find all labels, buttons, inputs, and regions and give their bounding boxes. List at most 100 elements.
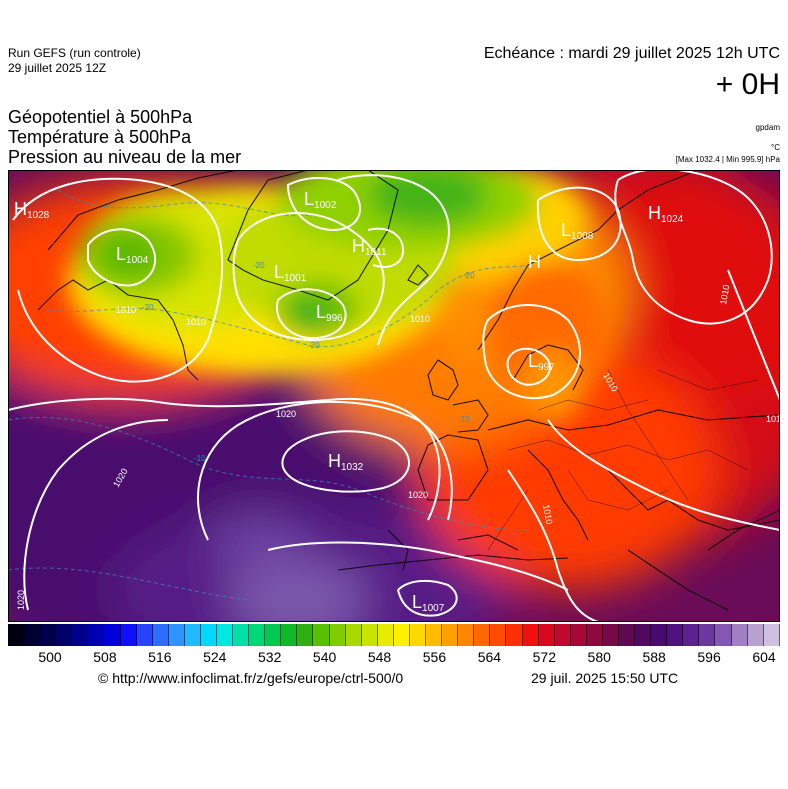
pressure-range: [Max 1032.4 | Min 995.9] hPa — [675, 155, 780, 164]
colorbar-cell — [329, 624, 346, 646]
colorbar-cell — [152, 624, 169, 646]
colorbar-cell — [345, 624, 362, 646]
colorbar-cell — [426, 624, 443, 646]
colorbar-cell — [715, 624, 732, 646]
colorbar-cell — [88, 624, 105, 646]
pressure-center: L1001 — [274, 262, 307, 284]
colorbar-tick-label: 508 — [93, 649, 117, 665]
colorbar-cell — [120, 624, 137, 646]
colorbar-cell — [474, 624, 491, 646]
colorbar-cell — [602, 624, 619, 646]
pressure-center: H1011 — [352, 236, 387, 258]
colorbar-tick-label: 500 — [38, 649, 62, 665]
map-svg: 1010 1010 1010 1010 1010 1010 1020 1020 … — [8, 170, 780, 622]
colorbar-cell — [233, 624, 250, 646]
colorbar-cell — [265, 624, 282, 646]
isobar-label: 1020 — [408, 490, 428, 500]
isobar-label: 1010 — [541, 504, 554, 525]
colorbar-cell — [635, 624, 652, 646]
borders — [487, 369, 759, 551]
colorbar-cell — [618, 624, 636, 646]
pressure-center: L1002 — [304, 189, 337, 211]
temperature-label: -10 — [458, 415, 470, 424]
source-credit: © http://www.infoclimat.fr/z/gefs/europe… — [98, 670, 404, 686]
pressure-center: L1007 — [412, 592, 445, 614]
pressure-center: L997 — [528, 351, 555, 373]
forecast-valid-time: Echéance : mardi 29 juillet 2025 12h UTC — [483, 45, 780, 62]
colorbar-tick-label: 580 — [587, 649, 611, 665]
colorbar-cell — [393, 624, 410, 646]
pressure-center: L996 — [316, 302, 343, 324]
colorbar-tick-label: 524 — [203, 649, 227, 665]
colorbar-cell — [200, 624, 218, 646]
colorbar-cell — [249, 624, 266, 646]
colorbar-cell — [377, 624, 394, 646]
layer-title-temperature: Température à 500hPa — [8, 127, 192, 147]
colorbar-cell — [136, 624, 153, 646]
temperature-labels: -20 -20 -20 -20 -10 -10 — [142, 261, 475, 463]
colorbar-cell — [72, 624, 89, 646]
colorbar-tick-label: 516 — [148, 649, 172, 665]
colorbar-tick-label: 564 — [477, 649, 502, 665]
run-title: Run GEFS (run controle) — [8, 46, 141, 60]
colorbar-cell — [570, 624, 587, 646]
colorbar-tick-label: 588 — [642, 649, 666, 665]
colorbar — [8, 624, 780, 646]
colorbar-cell — [442, 624, 459, 646]
isobar-label: 1010 — [766, 414, 780, 424]
isobar-label: 1010 — [718, 284, 731, 305]
isobars — [8, 170, 780, 622]
colorbar-tick-label: 556 — [422, 649, 447, 665]
temperature-label: -20 — [253, 261, 265, 270]
colorbar-cell — [104, 624, 121, 646]
unit-temperature: °C — [771, 143, 780, 152]
colorbar-cell — [409, 624, 427, 646]
colorbar-cell — [184, 624, 201, 646]
pressure-center: L1004 — [116, 244, 149, 266]
colorbar-cell — [217, 624, 234, 646]
isobar-label: 1010 — [116, 305, 136, 315]
colorbar-tick-label: 548 — [367, 649, 392, 665]
isobar-label: 1020 — [16, 590, 26, 610]
isobar-label: 1020 — [276, 409, 296, 419]
isobar-label: 1010 — [186, 317, 206, 327]
colorbar-cell — [458, 624, 475, 646]
colorbar-tick-label: 540 — [312, 649, 337, 665]
temperature-label: -20 — [142, 303, 154, 312]
colorbar-cell — [506, 624, 523, 646]
pressure-center: H1024 — [648, 203, 684, 225]
geopotential-field — [8, 170, 780, 622]
colorbar-tick-label: 596 — [697, 649, 721, 665]
colorbar-cell — [683, 624, 700, 646]
pressure-center: H1028 — [14, 199, 50, 221]
colorbar-cell — [490, 624, 507, 646]
colorbar-cell — [667, 624, 684, 646]
temperature-isotherms — [8, 189, 529, 601]
run-date: 29 juillet 2025 12Z — [8, 61, 107, 75]
map-frame — [8, 170, 780, 622]
isobar-label: 1010 — [410, 314, 430, 324]
colorbar-cell — [651, 624, 668, 646]
forecast-offset: + 0H — [715, 68, 780, 101]
colorbar-cell — [40, 624, 57, 646]
colorbar-cell — [24, 624, 41, 646]
pressure-center: H — [528, 252, 541, 272]
colorbar-tick-label: 572 — [532, 649, 556, 665]
colorbar-cell — [747, 624, 764, 646]
colorbar-tick-label: 532 — [258, 649, 282, 665]
colorbar-cell — [361, 624, 378, 646]
temperature-label: -20 — [308, 341, 320, 350]
colorbar-tick-label: 604 — [752, 649, 776, 665]
colorbar-cell — [8, 624, 25, 646]
pressure-center: H1032 — [328, 451, 364, 473]
weather-map: 1010 1010 1010 1010 1010 1010 1020 1020 … — [8, 170, 780, 622]
temperature-label: -20 — [463, 271, 475, 280]
colorbar-cell — [699, 624, 716, 646]
colorbar-cell — [522, 624, 539, 646]
pressure-centers: H1028 L1004 L1002 H1011 L1001 L996 L1008… — [14, 189, 684, 614]
colorbar-cell — [313, 624, 330, 646]
colorbar-cell — [731, 624, 748, 646]
layer-title-geopotential: Géopotentiel à 500hPa — [8, 107, 193, 127]
generated-timestamp: 29 juil. 2025 15:50 UTC — [531, 670, 679, 686]
colorbar-cell — [586, 624, 603, 646]
